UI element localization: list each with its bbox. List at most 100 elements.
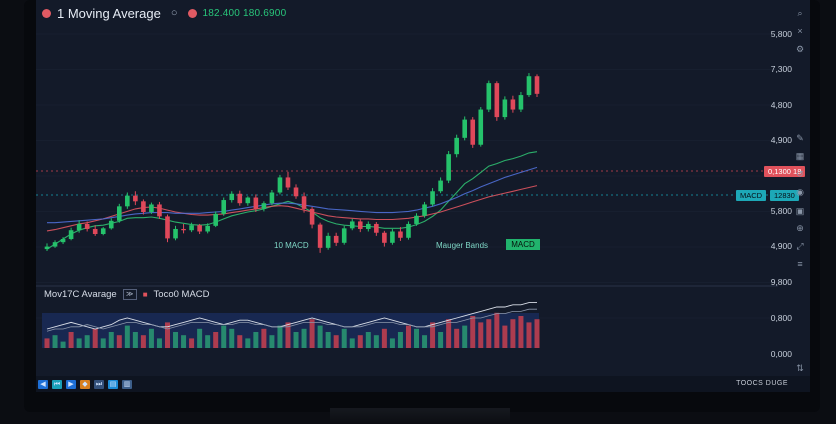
- histogram-bar: [341, 328, 347, 348]
- zoom-icon[interactable]: ⊕: [796, 223, 804, 233]
- candle-body: [60, 239, 66, 243]
- play-icon[interactable]: ▶: [66, 379, 76, 389]
- candle-body: [366, 223, 371, 229]
- subpanel-name: Mov17C Avarage: [44, 288, 117, 300]
- candle-body: [92, 228, 98, 234]
- histogram-bar: [502, 325, 508, 348]
- fast-back-icon[interactable]: ⏮: [52, 379, 62, 389]
- bookmark-icon[interactable]: ◆: [80, 379, 90, 389]
- monitor-stand: [330, 408, 510, 424]
- candle-body: [301, 196, 307, 209]
- candle-body: [181, 228, 186, 231]
- candle-body: [333, 235, 339, 243]
- histogram-bar: [478, 322, 484, 348]
- histogram-bar: [253, 332, 259, 348]
- candle-body: [422, 204, 427, 216]
- histogram-bar: [454, 328, 460, 348]
- candle-body: [100, 228, 106, 234]
- histogram-bar: [261, 328, 267, 348]
- expand-icon[interactable]: ⤢: [796, 241, 804, 251]
- candle-body: [229, 193, 235, 201]
- candle-body: [438, 180, 443, 192]
- histogram-bar: [397, 332, 403, 348]
- candle-body: [502, 99, 508, 118]
- settings-icon[interactable]: ⚙: [795, 44, 805, 54]
- histogram-bar: [213, 332, 219, 348]
- y-axis-label: 4,900: [770, 135, 792, 145]
- candle-body: [269, 192, 275, 204]
- chart-header: 1 Moving Average ○ 182.400 180.6900: [36, 0, 802, 26]
- price-chart[interactable]: [36, 0, 810, 392]
- candle-body: [390, 231, 395, 243]
- candle-body: [398, 231, 403, 238]
- macd-inline-label: 10 MACD: [274, 241, 309, 250]
- histogram-bar: [494, 312, 500, 348]
- candle-body: [317, 224, 323, 248]
- candle-body: [446, 154, 451, 181]
- y-axis-label: 0,800: [770, 313, 792, 323]
- oscillator-line: [46, 302, 537, 330]
- histogram-bar: [526, 322, 532, 348]
- candle-body: [245, 197, 251, 204]
- candle-body: [116, 206, 122, 221]
- histogram-bar: [510, 319, 516, 348]
- candle-body: [237, 193, 243, 204]
- chart-screen: 1 Moving Average ○ 182.400 180.6900 0,13…: [36, 0, 810, 392]
- histogram-bar: [486, 319, 492, 348]
- camera-icon[interactable]: ◉: [796, 187, 804, 197]
- candle-body: [221, 200, 227, 214]
- interval-icon[interactable]: ▤: [108, 379, 118, 389]
- step-icon[interactable]: ⏭: [94, 379, 104, 389]
- histogram-bar: [269, 335, 275, 348]
- histogram-bar: [237, 335, 243, 348]
- subpanel-collapse-button[interactable]: ≫: [122, 288, 137, 300]
- candle-body: [534, 76, 540, 94]
- candle-body: [108, 220, 114, 229]
- histogram-bar: [156, 338, 162, 348]
- candle-body: [494, 83, 500, 118]
- histogram-bar: [164, 322, 170, 348]
- candle-body: [213, 213, 218, 226]
- candle-body: [44, 246, 50, 250]
- bottom-toolbar: ◀ ⏮ ▶ ◆ ⏭ ▤ ▥: [36, 376, 810, 392]
- y-axis-label: 7,300: [770, 64, 792, 74]
- histogram-bar: [92, 328, 98, 348]
- candle-body: [165, 216, 170, 239]
- candle-body: [285, 177, 291, 188]
- histogram-bar: [132, 332, 138, 348]
- candle-body: [149, 204, 154, 212]
- back-icon[interactable]: ◀: [38, 379, 48, 389]
- histogram-bar: [140, 335, 146, 348]
- subpanel-histogram: [44, 302, 540, 348]
- macd-marker-icon: ■: [142, 289, 148, 299]
- histogram-bar: [124, 325, 130, 348]
- histogram-bar: [181, 335, 187, 348]
- histogram-bar: [293, 332, 299, 348]
- circle-outline-icon[interactable]: ○: [170, 7, 178, 19]
- histogram-bar: [446, 319, 452, 348]
- chart-grid: [36, 33, 778, 319]
- histogram-bar: [148, 328, 154, 348]
- scroll-icon[interactable]: ⇅: [796, 363, 804, 373]
- candle-body: [125, 195, 130, 207]
- reset-icon[interactable]: ↺: [796, 169, 804, 179]
- signal-line: [46, 308, 537, 332]
- histogram-bar: [68, 332, 74, 348]
- histogram-bar: [173, 332, 179, 348]
- histogram-bar: [534, 319, 540, 348]
- y-axis-label: 4,800: [770, 100, 792, 110]
- candle-body: [341, 228, 347, 243]
- layers-icon[interactable]: ≡: [797, 259, 803, 269]
- lock-icon[interactable]: ▣: [795, 206, 805, 216]
- candle-body: [406, 223, 411, 238]
- search-icon[interactable]: ⌕: [797, 8, 803, 18]
- macd-tag-label: MACD: [736, 190, 767, 201]
- histogram-bar: [245, 338, 251, 348]
- histogram-bar: [189, 338, 195, 348]
- close-icon[interactable]: ×: [797, 26, 803, 36]
- histogram-bar: [108, 332, 114, 348]
- candle-body: [518, 95, 524, 110]
- pencil-icon[interactable]: ✎: [796, 133, 804, 143]
- grid-icon[interactable]: ▦: [795, 151, 805, 161]
- compare-icon[interactable]: ▥: [122, 379, 132, 389]
